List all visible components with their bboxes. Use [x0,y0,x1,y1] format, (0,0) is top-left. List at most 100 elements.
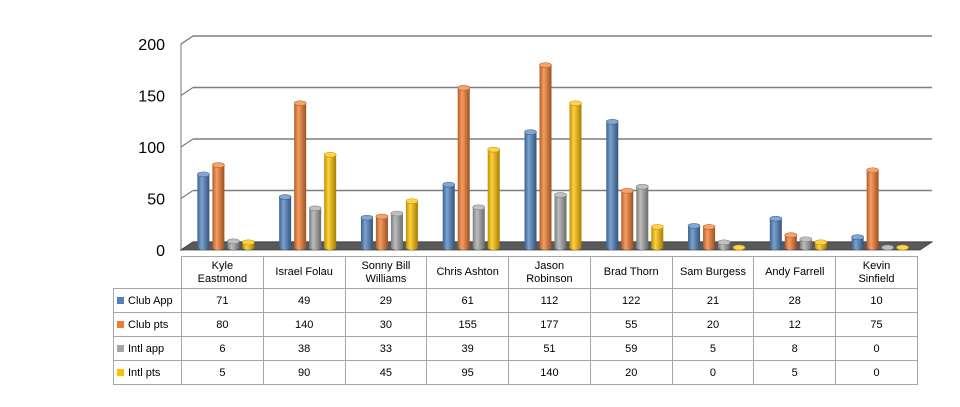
bar-top [799,236,813,243]
category-label-line: Chris Ashton [436,266,499,278]
bar-top [539,62,552,68]
bar-top [375,213,389,220]
bar: Club App · Jason Robinson: 112 [524,129,537,250]
data-label: 45 [344,360,428,385]
bar: Club App · Kyle Eastmond: 71 [197,171,210,250]
data-table: Kyle Eastmond Israel Folau Sonny Bill Willia… [113,256,918,385]
bar-top [472,204,486,211]
category-label-line: Williams [365,272,407,285]
bar-body [866,170,879,250]
bar: Club pts · Brad Thorn: 55 [620,188,634,250]
bar: Club pts · Chris Ashton: 155 [457,85,471,250]
legend-swatch [117,368,124,376]
data-label: 75 [835,312,918,337]
bar-top [524,129,537,135]
category-label-line: Israel Folau [275,266,333,278]
bar: Intl app · Chris Ashton: 39 [472,204,486,250]
bar-top [881,244,894,251]
y-tick-label: 200 [138,37,165,54]
bar-top [197,171,210,178]
bar-top [635,183,649,190]
bar: Club pts · Sam Burgess: 20 [702,224,716,250]
bar-body [390,213,403,250]
data-label: 38 [262,336,346,361]
data-label: 0 [671,360,755,385]
legend-entry: Club App [113,288,182,313]
bar-top [896,244,909,251]
category-label-line: Robinson [526,272,573,285]
bar: Club App · Sonny Bill Williams: 29 [360,214,374,250]
bar-body [212,165,225,250]
bar: Intl app · Kyle Eastmond: 6 [227,238,240,250]
data-label: 155 [426,312,510,337]
bar-body [851,237,864,250]
bar-body [294,103,307,250]
bar-top [702,224,716,230]
bar-top [293,100,307,107]
category-label-line: Andy Farrell [765,266,825,278]
table-row: Intl app 6 38 33 39 51 59 5 8 0 [113,336,918,361]
bar-top [784,232,798,238]
bar-body [769,218,782,250]
category-label: Israel Folau [262,256,346,289]
bar-top [620,188,634,194]
bar: Intl pts · Brad Thorn: 20 [650,224,664,250]
legend-swatch [117,296,124,304]
legend-entry: Intl pts [113,360,182,385]
bar: Club pts · Sonny Bill Williams: 30 [375,213,389,250]
bar: Club App · Sam Burgess: 21 [687,223,701,250]
bar-top [851,234,864,240]
y-tick-label: 150 [138,89,165,106]
y-tick-label: 0 [156,243,165,260]
bar-top [227,238,240,245]
category-label: Kevin Sinfield [835,256,918,289]
bar: Club pts · Kevin Sinfield: 75 [866,167,879,250]
bar-body [405,201,418,250]
bar-top [278,194,292,200]
bar-body [651,226,664,250]
y-tick-label: 50 [147,192,165,209]
data-label: 61 [426,288,510,313]
data-label: 95 [426,360,510,385]
category-label-line: Eastmond [197,272,248,285]
bar: Intl pts · Jason Robinson: 140 [569,100,582,250]
bar-top [457,85,471,91]
bar-body [569,103,582,250]
bar: Intl pts · Kevin Sinfield: 0 [896,244,909,251]
bar: Club App · Israel Folau: 49 [278,194,292,250]
data-label: 39 [426,336,510,361]
category-label-line: Sinfield [858,272,895,285]
bar: Intl pts · Andy Farrell: 5 [814,239,828,250]
data-label: 6 [181,336,264,361]
data-label: 140 [262,312,346,337]
bar: Intl pts · Israel Folau: 90 [323,152,337,250]
category-label: Brad Thorn [589,256,673,289]
bar-body [539,65,552,250]
bar-top [323,152,337,158]
bar-top [569,100,582,107]
gridline-side [180,190,194,199]
bar-body [472,207,485,250]
data-label: 30 [344,312,428,337]
bar: Intl app · Israel Folau: 38 [308,205,322,250]
data-label: 33 [344,336,428,361]
data-label: 21 [671,288,755,313]
bar-top [687,223,701,229]
bar-top [360,214,374,221]
bar-body [799,239,812,250]
table-header-row: Kyle Eastmond Israel Folau Sonny Bill Willia… [114,256,918,289]
data-label: 59 [589,336,673,361]
y-tick-label: 100 [138,140,165,157]
data-label: 12 [753,312,837,337]
bar-body [360,217,373,250]
bar: Intl app · Sonny Bill Williams: 33 [390,210,404,250]
bar: Club pts · Kyle Eastmond: 80 [212,162,225,250]
bar-top [866,167,879,174]
data-label: 5 [181,360,264,385]
data-label: 29 [344,288,428,313]
category-label-line: Kyle [211,259,234,272]
bar: Club pts · Andy Farrell: 12 [784,232,798,250]
series-name: Intl app [128,342,165,355]
data-label: 0 [835,360,918,385]
